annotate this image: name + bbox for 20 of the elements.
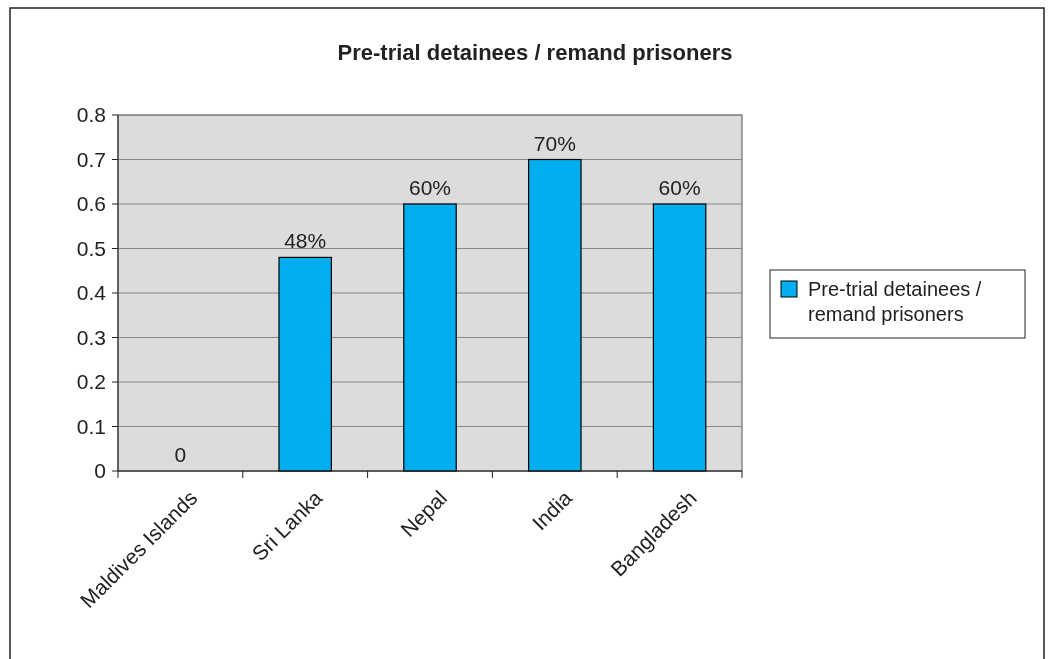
y-tick-label: 0.8 bbox=[76, 103, 106, 127]
y-tick-label: 0.7 bbox=[76, 147, 106, 171]
data-label: 0 bbox=[174, 443, 187, 466]
y-tick-label: 0.5 bbox=[76, 236, 106, 260]
bar bbox=[527, 158, 582, 472]
y-tick-label: 0.1 bbox=[76, 414, 106, 438]
data-label: 60% bbox=[408, 176, 452, 199]
y-tick-label: 0.2 bbox=[76, 370, 106, 394]
data-label: 48% bbox=[284, 229, 327, 253]
legend-label: Pre-trial detainees / remand prisoners bbox=[808, 278, 982, 325]
bar bbox=[403, 203, 457, 472]
chart-title: Pre-trial detainees / remand prisoners bbox=[337, 40, 733, 65]
y-tick-label: 0.3 bbox=[76, 325, 106, 349]
data-label: 60% bbox=[658, 176, 701, 199]
y-tick-label: 0.6 bbox=[76, 192, 106, 216]
y-tick-label: 0.4 bbox=[76, 281, 107, 305]
data-label: 70% bbox=[533, 131, 576, 155]
y-tick-label: 0 bbox=[94, 459, 106, 483]
bar bbox=[278, 256, 333, 472]
bar bbox=[652, 203, 707, 472]
